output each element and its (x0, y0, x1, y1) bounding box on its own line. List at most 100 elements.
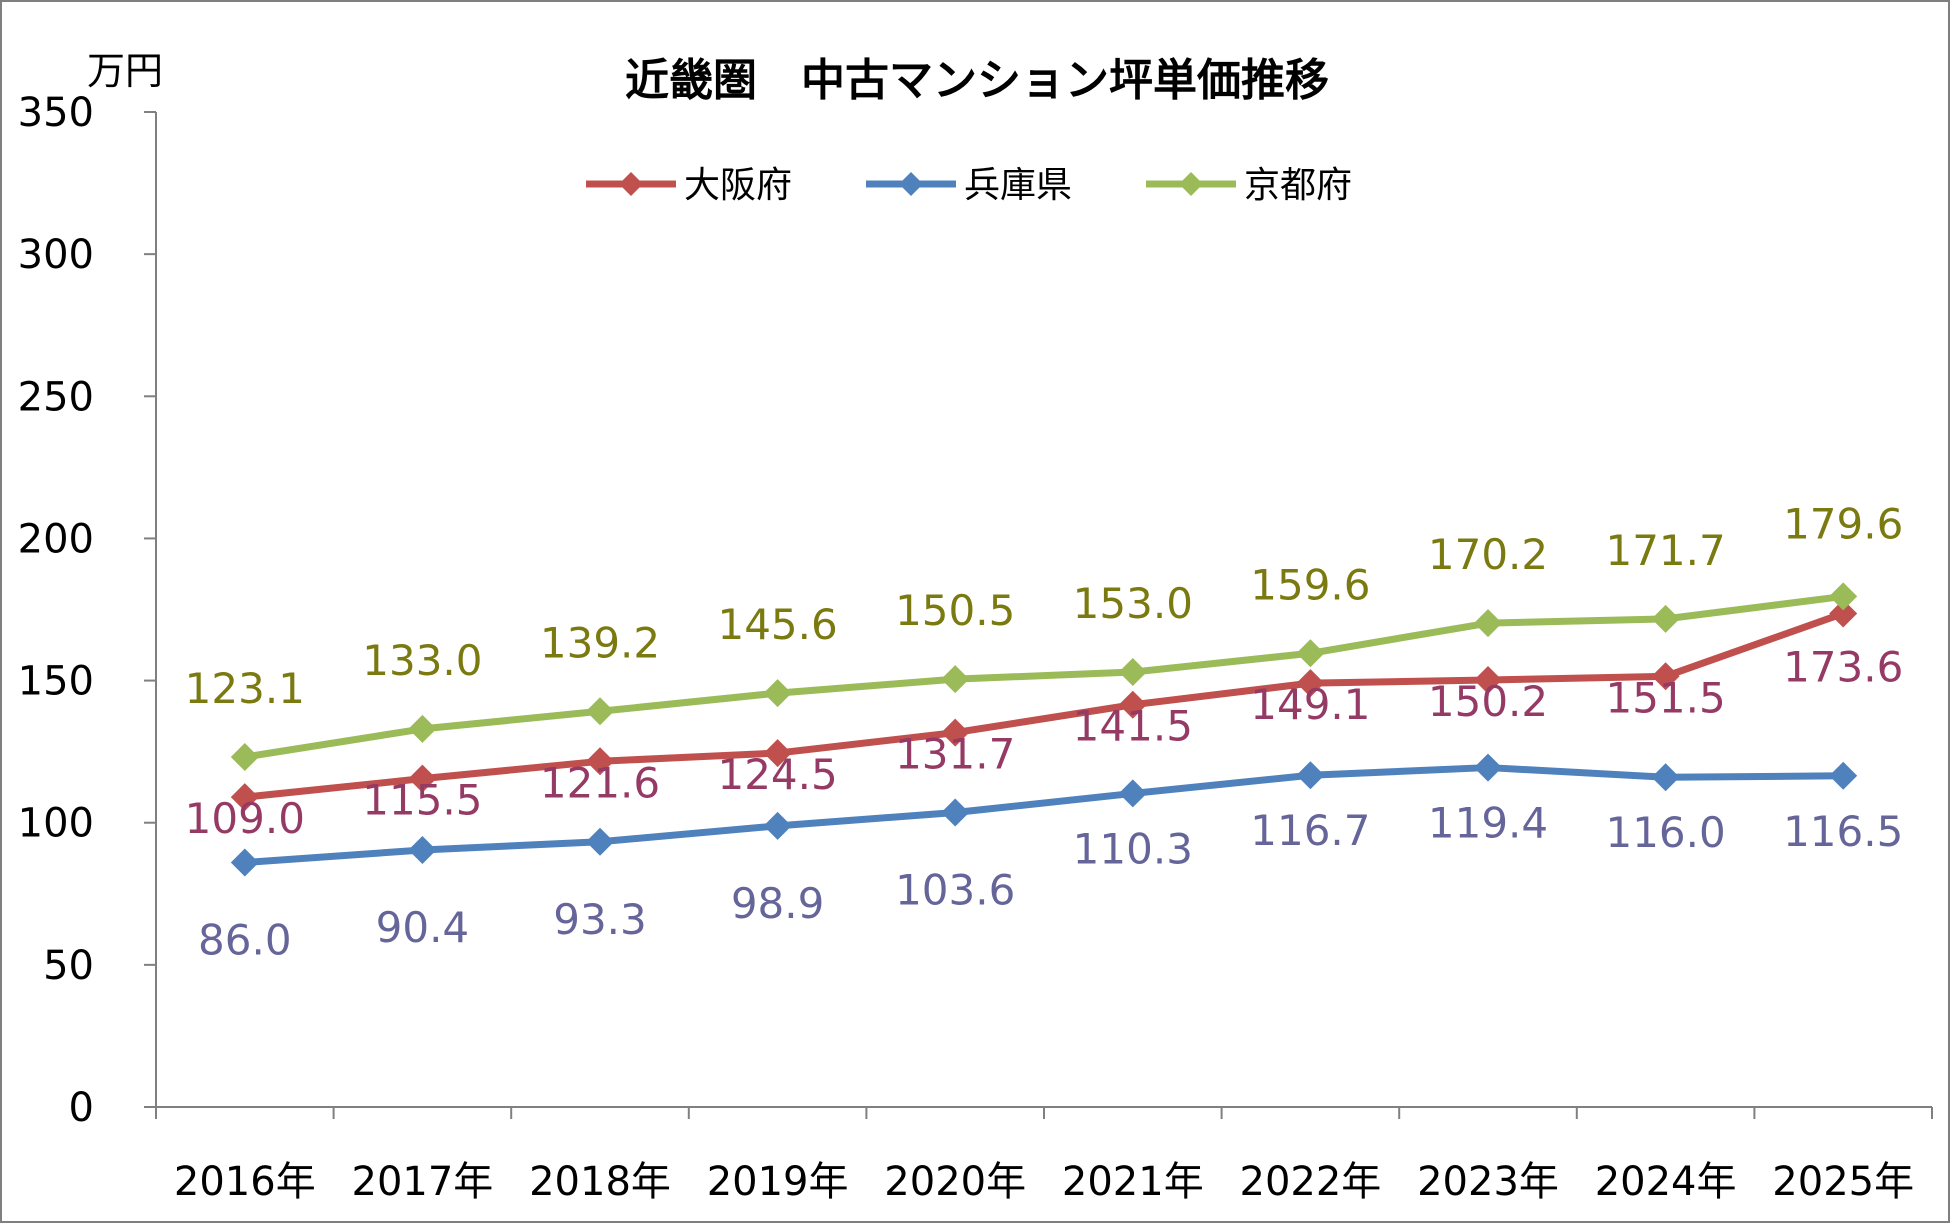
data-point (408, 836, 437, 865)
y-tick-label: 0 (69, 1085, 94, 1131)
legend-marker (1179, 172, 1203, 196)
legend-marker (899, 172, 923, 196)
x-tick-label: 2025年 (1772, 1159, 1914, 1205)
data-point (1118, 658, 1147, 687)
data-point (1829, 761, 1858, 790)
series (230, 599, 1858, 812)
series-line (244, 764, 1844, 867)
legend-label: 兵庫県 (964, 165, 1072, 206)
y-tick-label: 250 (18, 374, 94, 420)
data-point (941, 718, 970, 747)
data-label: 116.7 (1250, 806, 1370, 855)
data-label: 171.7 (1605, 526, 1725, 575)
data-label: 119.4 (1428, 799, 1548, 848)
data-point (1296, 669, 1325, 698)
series (230, 582, 1858, 772)
data-point (1296, 761, 1325, 790)
y-axis-unit: 万円 (87, 49, 163, 93)
data-label: 116.5 (1783, 807, 1903, 856)
legend-marker (619, 172, 643, 196)
data-point (763, 811, 792, 840)
data-label: 123.1 (185, 664, 305, 713)
x-tick-label: 2024年 (1595, 1159, 1737, 1205)
data-label: 115.5 (362, 776, 482, 825)
data-label: 151.5 (1605, 673, 1725, 722)
data-label: 90.4 (376, 903, 470, 952)
data-label: 131.7 (895, 730, 1015, 779)
data-point (1474, 609, 1502, 638)
x-tick-label: 2023年 (1417, 1159, 1559, 1205)
data-point (763, 679, 792, 708)
x-tick-label: 2018年 (529, 1159, 671, 1205)
data-point (586, 697, 614, 726)
y-tick-label: 300 (18, 232, 94, 278)
data-label: 150.2 (1428, 677, 1548, 726)
data-label: 141.5 (1073, 702, 1193, 751)
x-tick-label: 2020年 (884, 1159, 1026, 1205)
data-label: 93.3 (553, 895, 647, 944)
data-point (1651, 662, 1680, 691)
data-point (941, 798, 970, 827)
x-tick-label: 2016年 (174, 1159, 316, 1205)
data-label: 149.1 (1250, 680, 1370, 729)
data-point (230, 783, 259, 812)
chart-title: 近畿圏 中古マンション坪単価推移 (625, 55, 1329, 106)
data-label: 103.6 (895, 865, 1015, 914)
data-label: 133.0 (362, 636, 482, 685)
data-point (1829, 599, 1858, 628)
data-point (1296, 639, 1325, 668)
data-label: 150.5 (895, 586, 1015, 635)
y-tick-label: 100 (18, 801, 94, 847)
y-tick-label: 150 (18, 659, 94, 705)
data-label: 98.9 (731, 879, 825, 928)
axes: 0 50 100 150 200 250 300 350 2016年 2017年 2018年 2019… (18, 90, 1933, 1205)
legend-item: 京都府 (1146, 165, 1352, 206)
data-label: 153.0 (1073, 579, 1193, 628)
data-label: 121.6 (540, 758, 660, 807)
data-labels: 109.0 115.5 121.6 124.5 131.7 141.5 149.1 150.2… (185, 499, 1904, 964)
y-tick-label: 200 (18, 516, 94, 562)
data-label: 86.0 (198, 916, 292, 965)
data-point (1829, 582, 1858, 611)
data-point (763, 739, 792, 768)
data-label: 170.2 (1428, 530, 1548, 579)
data-label: 110.3 (1073, 824, 1193, 873)
legend-label: 京都府 (1244, 165, 1352, 206)
data-point (941, 665, 970, 694)
data-label: 116.0 (1605, 808, 1725, 857)
legend: 大阪府 兵庫県 京都府 (586, 165, 1352, 206)
series-line (244, 610, 1845, 801)
data-point (1474, 666, 1502, 695)
data-point (408, 764, 437, 793)
legend-label: 大阪府 (684, 165, 792, 206)
data-label: 159.6 (1250, 560, 1370, 609)
data-label: 179.6 (1783, 499, 1903, 548)
data-point (1651, 604, 1680, 633)
data-point (586, 827, 614, 856)
x-tick-label: 2019年 (707, 1159, 849, 1205)
data-point (1118, 690, 1147, 719)
data-point (586, 747, 614, 776)
series-line (244, 592, 1844, 761)
y-tick-label: 350 (18, 90, 94, 136)
x-tick-label: 2021年 (1062, 1159, 1204, 1205)
data-point (230, 848, 259, 877)
data-label: 124.5 (717, 750, 837, 799)
legend-item: 兵庫県 (866, 165, 1072, 206)
data-label: 139.2 (540, 618, 660, 667)
data-label: 109.0 (185, 794, 305, 843)
data-label: 173.6 (1783, 642, 1903, 691)
series (230, 753, 1858, 877)
data-point (1118, 779, 1147, 808)
data-point (1474, 753, 1502, 782)
x-tick-label: 2022年 (1240, 1159, 1382, 1205)
y-tick-label: 50 (43, 943, 94, 989)
data-label: 145.6 (717, 600, 837, 649)
x-tick-label: 2017年 (352, 1159, 494, 1205)
data-point (1651, 763, 1680, 792)
data-point (230, 743, 259, 772)
data-point (408, 714, 437, 743)
legend-item: 大阪府 (586, 165, 792, 206)
